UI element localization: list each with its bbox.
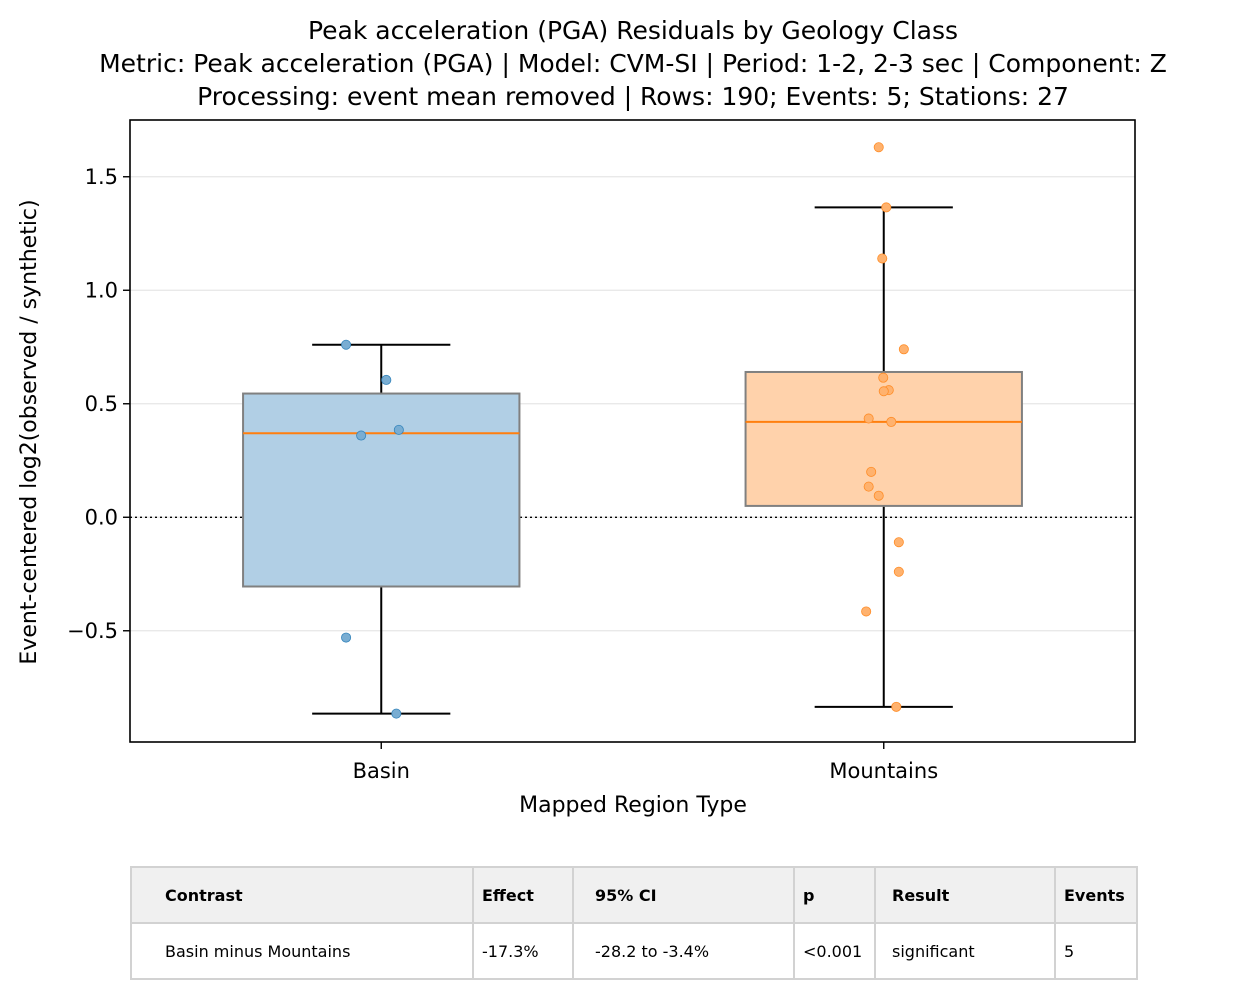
chart-title: Peak acceleration (PGA) Residuals by Geo… — [308, 16, 958, 45]
x-axis-label: Mapped Region Type — [519, 793, 747, 818]
residual-box-chart: Peak acceleration (PGA) Residuals by Geo… — [17, 16, 1167, 818]
header-ci: 95% CI — [572, 866, 795, 924]
data-point — [878, 372, 889, 383]
data-point — [893, 566, 904, 577]
x-tick-label: Basin — [353, 759, 410, 783]
data-point — [861, 606, 872, 617]
cell-p: <0.001 — [793, 922, 876, 980]
cell-ci: -28.2 to -3.4% — [572, 922, 795, 980]
y-tick-label: −0.5 — [67, 619, 118, 643]
y-axis-ticks: −0.5 0.0 0.5 1.0 1.5 — [67, 165, 130, 643]
y-tick-label: 1.0 — [85, 278, 118, 302]
data-point — [886, 416, 897, 427]
y-tick-label: 0.5 — [85, 392, 118, 416]
box-iqr — [242, 392, 521, 588]
table-header-row: Contrast Effect 95% CI p Result Events — [130, 866, 1138, 924]
contrast-table: Contrast Effect 95% CI p Result Events B… — [130, 866, 1138, 980]
box-plots — [242, 206, 1023, 715]
data-point — [891, 701, 902, 712]
y-tick-label: 0.0 — [85, 505, 118, 529]
table-row: Basin minus Mountains -17.3% -28.2 to -3… — [130, 922, 1138, 980]
data-point — [391, 708, 402, 719]
x-axis-ticks: Basin Mountains — [353, 742, 938, 783]
plot-frame — [129, 119, 1136, 743]
header-effect: Effect — [472, 866, 574, 924]
chart-subtitle-metric: Metric: Peak acceleration (PGA) | Model:… — [99, 49, 1167, 78]
data-point — [393, 424, 404, 435]
header-events: Events — [1054, 866, 1138, 924]
cell-result: significant — [874, 922, 1056, 980]
data-point — [877, 253, 888, 264]
x-tick-label: Mountains — [829, 759, 938, 783]
data-point — [878, 386, 889, 397]
jitter-points — [341, 142, 909, 719]
data-point — [898, 344, 909, 355]
box-basin — [242, 343, 521, 715]
cell-effect: -17.3% — [472, 922, 574, 980]
data-point — [881, 202, 892, 213]
box-mountains — [744, 206, 1023, 708]
chart-subtitle-processing: Processing: event mean removed | Rows: 1… — [197, 82, 1069, 111]
header-p: p — [793, 866, 876, 924]
cell-events: 5 — [1054, 922, 1138, 980]
data-point — [381, 374, 392, 385]
y-tick-label: 1.5 — [85, 165, 118, 189]
data-point — [866, 466, 877, 477]
header-contrast: Contrast — [130, 866, 474, 924]
y-axis-label: Event-centered log2(observed / synthetic… — [17, 199, 42, 664]
data-point — [863, 481, 874, 492]
data-point — [863, 413, 874, 424]
data-point — [341, 339, 352, 350]
data-point — [893, 537, 904, 548]
cell-contrast: Basin minus Mountains — [130, 922, 474, 980]
data-point — [356, 430, 367, 441]
data-point — [873, 142, 884, 153]
data-point — [341, 632, 352, 643]
data-point — [873, 490, 884, 501]
header-result: Result — [874, 866, 1056, 924]
